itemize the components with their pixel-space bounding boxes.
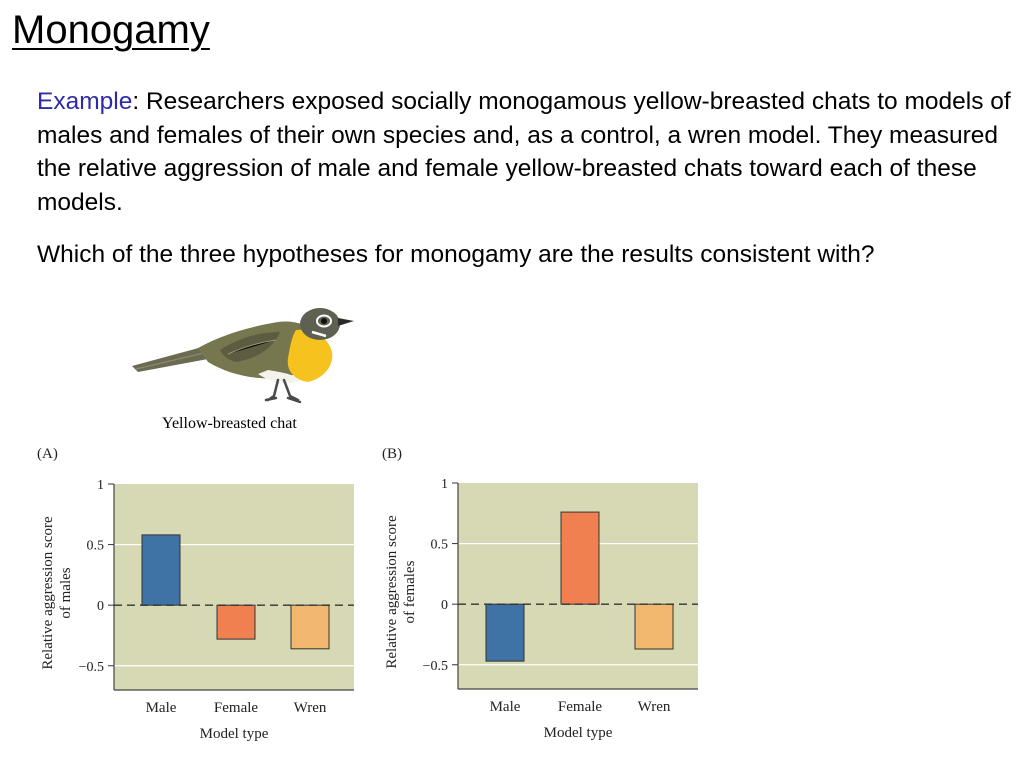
bar-female [216, 604, 256, 640]
y-tick-label: 0 [97, 599, 104, 614]
y-axis-label-line2: of males [58, 567, 74, 618]
y-tick-label: 0.5 [431, 538, 449, 553]
y-tick-label: 1 [441, 477, 448, 492]
x-tick-label: Wren [638, 699, 671, 715]
example-label: Example [37, 88, 133, 115]
y-axis-label: Relative aggression score [384, 515, 400, 669]
bird-legs [264, 378, 302, 404]
bar-female [560, 511, 600, 605]
panel-label: (A) [37, 446, 58, 462]
y-tick-label: 0 [441, 598, 448, 613]
y-tick-label: −0.5 [423, 659, 448, 674]
y-tick-label: 1 [97, 478, 104, 493]
x-tick-label: Wren [294, 700, 327, 716]
x-tick-label: Male [146, 700, 177, 716]
y-tick-label: −0.5 [79, 660, 104, 675]
x-axis-label: Model type [544, 725, 613, 741]
bar-wren [290, 604, 330, 650]
slide-title: Monogamy [12, 8, 210, 52]
y-tick-label: 0.5 [87, 539, 105, 554]
yellow-breasted-chat-illustration [132, 308, 354, 404]
bird-beak [338, 318, 354, 326]
bird-eye [321, 318, 327, 324]
bird-belly [258, 370, 300, 384]
bar-wren [634, 603, 674, 650]
bar-male [141, 534, 181, 606]
x-tick-label: Female [214, 700, 258, 716]
x-tick-label: Female [558, 699, 602, 715]
example-paragraph: Example: Researchers exposed socially mo… [37, 85, 1012, 219]
x-axis-label: Model type [200, 726, 269, 742]
y-axis-label: Relative aggression score [40, 516, 56, 670]
bird-caption: Yellow-breasted chat [162, 415, 297, 432]
bird-head [300, 308, 340, 340]
x-tick-label: Male [490, 699, 521, 715]
bird-breast [287, 329, 333, 382]
question-paragraph: Which of the three hypotheses for monoga… [37, 241, 875, 268]
y-axis-label-line2: of females [402, 560, 418, 623]
bar-male [485, 603, 525, 662]
example-separator: : [132, 88, 140, 115]
panel-label: (B) [382, 446, 402, 462]
charts-area: (A) 1 0.5 0 −0.5 Male Female Wren Model type Rela… [37, 446, 698, 742]
example-text: Researchers exposed socially monogamous … [37, 88, 1011, 216]
